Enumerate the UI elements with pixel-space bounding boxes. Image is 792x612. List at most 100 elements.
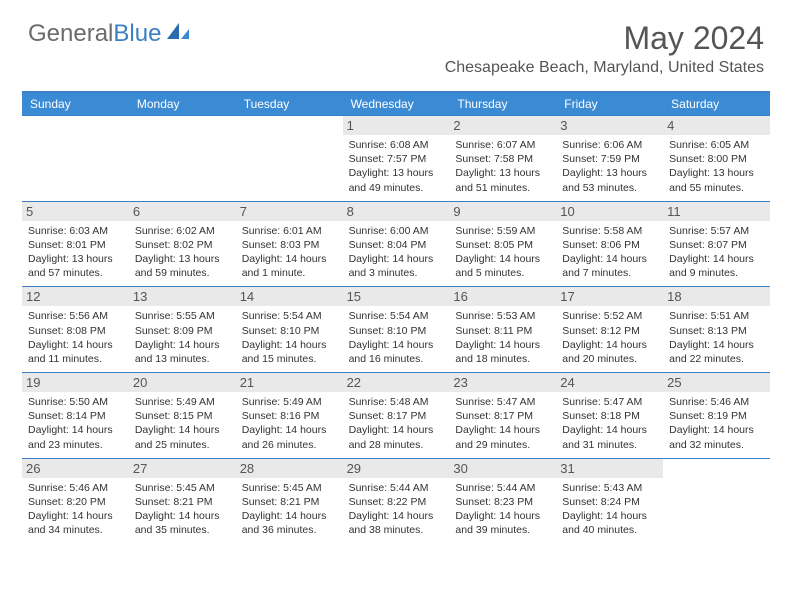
sunrise-text: Sunrise: 5:59 AM [455, 224, 550, 238]
sunrise-text: Sunrise: 5:52 AM [562, 309, 657, 323]
day-info: Sunrise: 5:56 AMSunset: 8:08 PMDaylight:… [28, 309, 123, 366]
sunrise-text: Sunrise: 6:01 AM [242, 224, 337, 238]
sunset-text: Sunset: 8:17 PM [349, 409, 444, 423]
day-number: 4 [663, 116, 770, 135]
sunrise-text: Sunrise: 6:00 AM [349, 224, 444, 238]
day-cell: 27 Sunrise: 5:45 AMSunset: 8:21 PMDayligh… [129, 459, 236, 544]
daylight-text-1: Daylight: 13 hours [135, 252, 230, 266]
day-info: Sunrise: 5:53 AMSunset: 8:11 PMDaylight:… [455, 309, 550, 366]
day-cell: 25 Sunrise: 5:46 AMSunset: 8:19 PMDayligh… [663, 373, 770, 458]
daylight-text-1: Daylight: 14 hours [242, 509, 337, 523]
day-number: 28 [236, 459, 343, 478]
day-number: 7 [236, 202, 343, 221]
day-info: Sunrise: 5:45 AMSunset: 8:21 PMDaylight:… [135, 481, 230, 538]
sunset-text: Sunset: 8:14 PM [28, 409, 123, 423]
daylight-text-2: and 32 minutes. [669, 438, 764, 452]
daylight-text-2: and 11 minutes. [28, 352, 123, 366]
day-info: Sunrise: 5:49 AMSunset: 8:15 PMDaylight:… [135, 395, 230, 452]
sunset-text: Sunset: 8:12 PM [562, 324, 657, 338]
header: GeneralBlue May 2024 Chesapeake Beach, M… [0, 0, 792, 83]
daylight-text-2: and 51 minutes. [455, 181, 550, 195]
sunrise-text: Sunrise: 5:51 AM [669, 309, 764, 323]
daylight-text-2: and 16 minutes. [349, 352, 444, 366]
week-row: 12Sunrise: 5:56 AMSunset: 8:08 PMDayligh… [22, 286, 770, 372]
daylight-text-1: Daylight: 14 hours [135, 423, 230, 437]
daylight-text-2: and 36 minutes. [242, 523, 337, 537]
day-cell: 5Sunrise: 6:03 AMSunset: 8:01 PMDaylight… [22, 202, 129, 287]
day-info: Sunrise: 5:48 AMSunset: 8:17 PMDaylight:… [349, 395, 444, 452]
day-info: Sunrise: 6:00 AMSunset: 8:04 PMDaylight:… [349, 224, 444, 281]
daylight-text-2: and 1 minute. [242, 266, 337, 280]
daylight-text-1: Daylight: 14 hours [562, 338, 657, 352]
daylight-text-1: Daylight: 14 hours [669, 423, 764, 437]
day-cell: 22Sunrise: 5:48 AMSunset: 8:17 PMDayligh… [343, 373, 450, 458]
sunrise-text: Sunrise: 5:49 AM [135, 395, 230, 409]
daylight-text-1: Daylight: 14 hours [562, 509, 657, 523]
daylight-text-2: and 49 minutes. [349, 181, 444, 195]
daylight-text-2: and 25 minutes. [135, 438, 230, 452]
day-number: 31 [556, 459, 663, 478]
sunset-text: Sunset: 8:20 PM [28, 495, 123, 509]
day-number: 25 [663, 373, 770, 392]
sunrise-text: Sunrise: 6:03 AM [28, 224, 123, 238]
sunset-text: Sunset: 8:16 PM [242, 409, 337, 423]
daylight-text-2: and 55 minutes. [669, 181, 764, 195]
day-info: Sunrise: 6:06 AMSunset: 7:59 PMDaylight:… [562, 138, 657, 195]
sunset-text: Sunset: 8:21 PM [242, 495, 337, 509]
day-info: Sunrise: 5:49 AMSunset: 8:16 PMDaylight:… [242, 395, 337, 452]
sunset-text: Sunset: 8:21 PM [135, 495, 230, 509]
daylight-text-2: and 39 minutes. [455, 523, 550, 537]
sunset-text: Sunset: 8:23 PM [455, 495, 550, 509]
sunrise-text: Sunrise: 5:43 AM [562, 481, 657, 495]
week-row: 26Sunrise: 5:46 AMSunset: 8:20 PMDayligh… [22, 458, 770, 544]
daylight-text-2: and 40 minutes. [562, 523, 657, 537]
sunset-text: Sunset: 8:22 PM [349, 495, 444, 509]
daylight-text-2: and 5 minutes. [455, 266, 550, 280]
day-number: 29 [343, 459, 450, 478]
day-info: Sunrise: 5:47 AMSunset: 8:18 PMDaylight:… [562, 395, 657, 452]
week-row: 5Sunrise: 6:03 AMSunset: 8:01 PMDaylight… [22, 201, 770, 287]
sunset-text: Sunset: 8:17 PM [455, 409, 550, 423]
sunrise-text: Sunrise: 6:02 AM [135, 224, 230, 238]
day-cell: 9Sunrise: 5:59 AMSunset: 8:05 PMDaylight… [449, 202, 556, 287]
day-info: Sunrise: 5:51 AMSunset: 8:13 PMDaylight:… [669, 309, 764, 366]
day-cell [22, 116, 129, 201]
weekday-header: Wednesday [343, 93, 450, 115]
daylight-text-2: and 59 minutes. [135, 266, 230, 280]
day-info: Sunrise: 5:43 AMSunset: 8:24 PMDaylight:… [562, 481, 657, 538]
daylight-text-2: and 7 minutes. [562, 266, 657, 280]
day-cell: 24Sunrise: 5:47 AMSunset: 8:18 PMDayligh… [556, 373, 663, 458]
day-cell: 26Sunrise: 5:46 AMSunset: 8:20 PMDayligh… [22, 459, 129, 544]
daylight-text-2: and 9 minutes. [669, 266, 764, 280]
day-info: Sunrise: 5:46 AMSunset: 8:19 PMDaylight:… [669, 395, 764, 452]
daylight-text-2: and 15 minutes. [242, 352, 337, 366]
daylight-text-1: Daylight: 13 hours [455, 166, 550, 180]
weekday-header: Saturday [663, 93, 770, 115]
sunrise-text: Sunrise: 5:54 AM [349, 309, 444, 323]
daylight-text-1: Daylight: 14 hours [242, 252, 337, 266]
daylight-text-2: and 22 minutes. [669, 352, 764, 366]
day-number: 30 [449, 459, 556, 478]
sunrise-text: Sunrise: 5:47 AM [562, 395, 657, 409]
day-number: 18 [663, 287, 770, 306]
day-cell: 21Sunrise: 5:49 AMSunset: 8:16 PMDayligh… [236, 373, 343, 458]
sunset-text: Sunset: 8:06 PM [562, 238, 657, 252]
daylight-text-2: and 23 minutes. [28, 438, 123, 452]
daylight-text-1: Daylight: 14 hours [28, 509, 123, 523]
day-cell: 17Sunrise: 5:52 AMSunset: 8:12 PMDayligh… [556, 287, 663, 372]
sunrise-text: Sunrise: 5:44 AM [455, 481, 550, 495]
weekday-header: Friday [556, 93, 663, 115]
weekday-header: Sunday [22, 93, 129, 115]
daylight-text-2: and 38 minutes. [349, 523, 444, 537]
day-number: 1 [343, 116, 450, 135]
day-number: 27 [129, 459, 236, 478]
day-info: Sunrise: 6:08 AMSunset: 7:57 PMDaylight:… [349, 138, 444, 195]
sunset-text: Sunset: 8:11 PM [455, 324, 550, 338]
sunrise-text: Sunrise: 5:44 AM [349, 481, 444, 495]
sunrise-text: Sunrise: 5:47 AM [455, 395, 550, 409]
day-number: 16 [449, 287, 556, 306]
daylight-text-1: Daylight: 14 hours [562, 423, 657, 437]
day-info: Sunrise: 5:58 AMSunset: 8:06 PMDaylight:… [562, 224, 657, 281]
day-number: 2 [449, 116, 556, 135]
sunrise-text: Sunrise: 5:46 AM [669, 395, 764, 409]
